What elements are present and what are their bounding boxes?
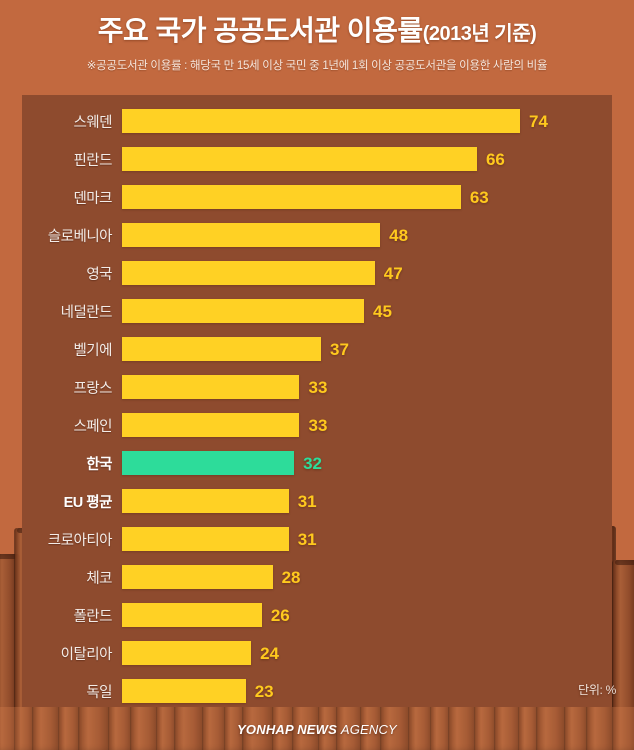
bar <box>122 299 365 323</box>
chart-row: 영국 47 <box>22 254 612 292</box>
bar <box>122 641 252 665</box>
unit-label: 단위: % <box>578 683 616 697</box>
row-label: 체코 <box>86 570 112 587</box>
chart-row: 벨기에 37 <box>22 330 612 368</box>
page-title-year: (2013년 기준) <box>422 23 537 45</box>
page-title-main: 주요 국가 공공도서관 이용률 <box>97 15 423 46</box>
bar-value-label: 45 <box>373 301 392 321</box>
bar-highlighted <box>122 451 295 475</box>
bar-track: 28 <box>122 565 612 589</box>
bar-track: 66 <box>122 147 612 171</box>
bar-track: 74 <box>122 109 612 133</box>
row-label: 이탈리아 <box>60 646 113 663</box>
bar-value-label: 24 <box>260 643 279 663</box>
chart-row: 슬로베니아 48 <box>22 216 612 254</box>
chart-row: 프랑스 33 <box>22 368 612 406</box>
bar <box>122 527 289 551</box>
bar-track: 48 <box>122 223 612 247</box>
row-label: 한국 <box>86 456 112 473</box>
bar-value-label: 31 <box>297 491 317 511</box>
bar <box>122 603 262 627</box>
row-label: 독일 <box>86 684 112 701</box>
chart-row: 스웨덴 74 <box>22 102 612 140</box>
chart-row: 한국 32 <box>22 444 612 482</box>
bar-track: 45 <box>122 299 612 323</box>
chart-row: 체코 28 <box>22 558 612 596</box>
bar-value-label: 33 <box>308 377 328 397</box>
row-label: 핀란드 <box>73 152 112 169</box>
bar <box>122 489 289 513</box>
row-label: EU 평균 <box>63 494 113 511</box>
bar-track: 63 <box>122 185 612 209</box>
chart-panel: 스웨덴 74 핀란드 66 덴마크 63 슬로베니아 48 영국 47 네덜란드 45 벨기에 37 프랑스… <box>22 95 612 707</box>
bar-value-label: 26 <box>270 605 290 625</box>
row-label: 덴마크 <box>73 190 112 207</box>
bar-value-label: 37 <box>330 339 349 359</box>
header: 주요 국가 공공도서관 이용률(2013년 기준) ※공공도서관 이용률 : 해… <box>0 0 634 73</box>
agency-name-light: AGENCY <box>340 722 397 737</box>
bar-value-label: 33 <box>308 415 328 435</box>
bar-value-label: 28 <box>281 567 301 587</box>
bar-track: 33 <box>122 375 612 399</box>
chart-row: 독일 23 <box>22 672 612 707</box>
chart-row: 크로아티아 31 <box>22 520 612 558</box>
agency-credit: YONHAP NEWS AGENCY <box>0 722 634 737</box>
bar <box>122 185 461 209</box>
page-subtitle: ※공공도서관 이용률 : 해당국 만 15세 이상 국민 중 1년에 1회 이상… <box>86 59 548 72</box>
bar-value-label: 63 <box>469 187 489 207</box>
bar-track: 23 <box>122 679 612 703</box>
row-label: 영국 <box>86 266 112 283</box>
bar <box>122 565 273 589</box>
bar-track: 32 <box>122 451 612 475</box>
footer-band <box>0 707 634 750</box>
bar <box>122 337 321 361</box>
chart-row: 덴마크 63 <box>22 178 612 216</box>
row-label: 스페인 <box>73 418 112 435</box>
agency-name-bold: YONHAP NEWS <box>237 722 338 737</box>
row-label: 네덜란드 <box>60 304 113 321</box>
bar-value-label: 32 <box>303 453 323 473</box>
row-label: 스웨덴 <box>73 114 112 131</box>
bar-value-label: 48 <box>389 225 409 245</box>
bar <box>122 223 381 247</box>
bar <box>122 261 375 285</box>
bar-track: 24 <box>122 641 612 665</box>
chart-row: EU 평균 31 <box>22 482 612 520</box>
bar-track: 26 <box>122 603 612 627</box>
row-label: 벨기에 <box>73 342 112 359</box>
bar-value-label: 66 <box>485 149 505 169</box>
bar <box>122 375 300 399</box>
row-label: 크로아티아 <box>47 532 113 549</box>
bar-track: 47 <box>122 261 612 285</box>
bar <box>122 679 246 703</box>
bar <box>122 147 477 171</box>
bar-track: 37 <box>122 337 612 361</box>
row-label: 폴란드 <box>73 608 112 625</box>
bar-value-label: 31 <box>297 529 317 549</box>
bar-track: 33 <box>122 413 612 437</box>
row-label: 프랑스 <box>73 380 112 397</box>
chart-row: 폴란드 26 <box>22 596 612 634</box>
chart-row: 네덜란드 45 <box>22 292 612 330</box>
row-label: 슬로베니아 <box>47 228 113 245</box>
bar <box>122 413 300 437</box>
bar-value-label: 74 <box>529 111 548 131</box>
bar-track: 31 <box>122 527 612 551</box>
bar <box>122 109 520 133</box>
bar-value-label: 23 <box>254 681 274 701</box>
page-title: 주요 국가 공공도서관 이용률(2013년 기준) <box>0 14 634 48</box>
chart-row: 스페인 33 <box>22 406 612 444</box>
bar-value-label: 47 <box>383 263 403 283</box>
chart-row: 이탈리아 24 <box>22 634 612 672</box>
bar-track: 31 <box>122 489 612 513</box>
chart-row: 핀란드 66 <box>22 140 612 178</box>
bar-chart-rows: 스웨덴 74 핀란드 66 덴마크 63 슬로베니아 48 영국 47 네덜란드 45 벨기에 37 프랑스… <box>22 102 612 707</box>
